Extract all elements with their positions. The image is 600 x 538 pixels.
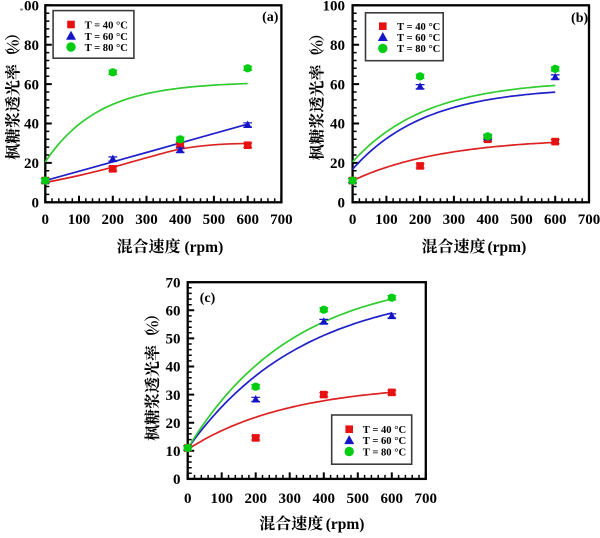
svg-text:50: 50: [166, 332, 181, 348]
svg-text:10: 10: [166, 444, 181, 460]
svg-text:(c): (c): [200, 291, 216, 306]
svg-text:700: 700: [270, 212, 293, 228]
svg-text:600: 600: [381, 491, 404, 507]
svg-text:500: 500: [347, 491, 370, 507]
svg-text:20: 20: [330, 156, 345, 172]
svg-text:600: 600: [544, 212, 567, 228]
svg-text:0: 0: [184, 491, 192, 507]
svg-text:(rpm): (rpm): [488, 239, 527, 256]
svg-text:80: 80: [330, 38, 345, 54]
svg-text:200: 200: [244, 491, 267, 507]
svg-text:200: 200: [409, 212, 432, 228]
svg-text:(a): (a): [262, 10, 279, 25]
svg-text:T = 40 °C: T = 40 °C: [85, 20, 128, 31]
svg-text:700: 700: [415, 491, 438, 507]
svg-text:60: 60: [166, 304, 181, 320]
svg-text:T = 60 °C: T = 60 °C: [397, 33, 440, 44]
svg-text:T = 40 °C: T = 40 °C: [397, 22, 440, 33]
svg-text:20: 20: [24, 156, 39, 172]
svg-text:500: 500: [510, 212, 533, 228]
svg-text:0: 0: [42, 212, 50, 228]
svg-text:40: 40: [330, 117, 345, 133]
svg-text:(b): (b): [571, 11, 588, 26]
svg-text:70: 70: [166, 275, 181, 291]
svg-text:400: 400: [169, 212, 192, 228]
svg-text:T = 40 °C: T = 40 °C: [363, 425, 406, 436]
svg-text:(rpm): (rpm): [185, 239, 224, 256]
svg-text:400: 400: [476, 212, 499, 228]
svg-text:200: 200: [102, 212, 125, 228]
svg-text:100: 100: [210, 491, 233, 507]
svg-text:300: 300: [135, 212, 158, 228]
svg-text:600: 600: [236, 212, 259, 228]
svg-text:300: 300: [278, 491, 301, 507]
svg-text:400: 400: [313, 491, 336, 507]
svg-text:60: 60: [24, 77, 39, 93]
svg-text:40: 40: [166, 360, 181, 376]
svg-text:100: 100: [375, 212, 398, 228]
svg-text:T = 80 °C: T = 80 °C: [85, 43, 128, 54]
svg-text:40: 40: [24, 117, 39, 133]
svg-text:T = 60 °C: T = 60 °C: [85, 32, 128, 43]
svg-text:0: 0: [338, 196, 346, 212]
svg-text:T = 80 °C: T = 80 °C: [363, 447, 406, 458]
svg-text:(rpm): (rpm): [326, 516, 365, 533]
svg-text:700: 700: [578, 212, 600, 228]
svg-text:T = 80 °C: T = 80 °C: [397, 44, 440, 55]
svg-text:300: 300: [443, 212, 466, 228]
svg-text:T = 60 °C: T = 60 °C: [363, 436, 406, 447]
svg-text:00: 00: [24, 0, 39, 15]
svg-text:80: 80: [24, 38, 39, 54]
svg-text:0: 0: [173, 472, 181, 488]
svg-text:20: 20: [166, 416, 181, 432]
svg-text:100: 100: [323, 0, 346, 15]
svg-text:0: 0: [349, 212, 357, 228]
svg-text:0: 0: [32, 196, 40, 212]
svg-text:60: 60: [330, 77, 345, 93]
svg-text:100: 100: [68, 212, 91, 228]
svg-text:30: 30: [166, 388, 181, 404]
svg-text:500: 500: [203, 212, 226, 228]
